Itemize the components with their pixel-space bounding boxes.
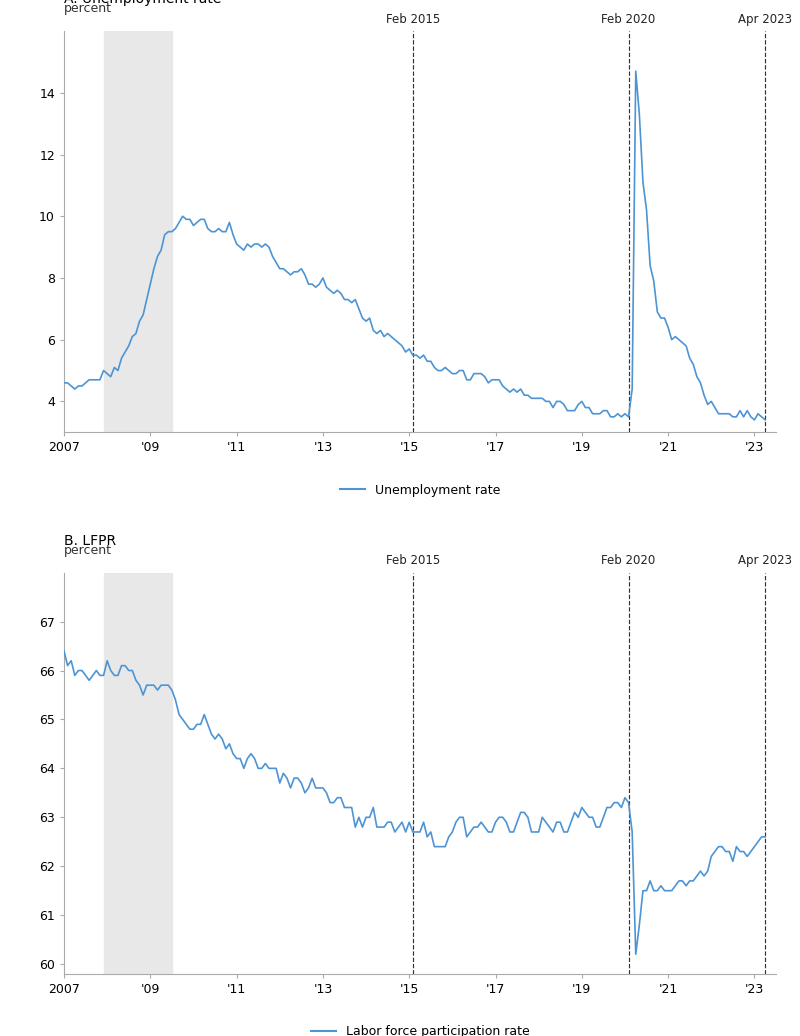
Text: Apr 2023: Apr 2023 (738, 554, 792, 567)
Text: Feb 2020: Feb 2020 (602, 12, 656, 26)
Text: A. Unemployment rate: A. Unemployment rate (64, 0, 222, 6)
Text: Apr 2023: Apr 2023 (738, 12, 792, 26)
Text: percent: percent (64, 2, 112, 16)
Text: percent: percent (64, 544, 112, 556)
Legend: Labor force participation rate: Labor force participation rate (306, 1020, 534, 1036)
Text: B. LFPR: B. LFPR (64, 534, 116, 548)
Legend: Unemployment rate: Unemployment rate (335, 479, 505, 501)
Text: Feb 2015: Feb 2015 (386, 12, 440, 26)
Text: Feb 2020: Feb 2020 (602, 554, 656, 567)
Bar (103, 31, 172, 432)
Bar (103, 573, 172, 974)
Text: Feb 2015: Feb 2015 (386, 554, 440, 567)
